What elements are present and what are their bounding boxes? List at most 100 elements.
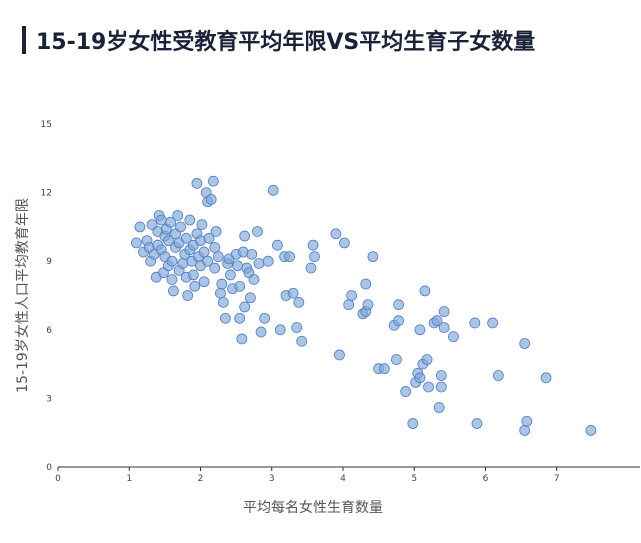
data-point: [431, 315, 443, 327]
data-point: [343, 299, 355, 311]
data-point: [393, 315, 404, 327]
data-point: [471, 418, 483, 429]
chart-title: 15-19岁女性受教育平均年限VS平均生育子女数量: [36, 30, 536, 55]
y-tick-label: 9: [46, 257, 52, 267]
data-point: [414, 324, 426, 336]
data-points: [130, 175, 597, 436]
data-point: [438, 306, 450, 317]
data-point: [165, 216, 176, 228]
data-point: [180, 232, 192, 244]
data-point: [433, 402, 445, 413]
data-point: [585, 425, 597, 436]
data-point: [435, 381, 447, 393]
data-point: [166, 274, 178, 285]
data-point: [202, 255, 214, 267]
data-point: [367, 251, 379, 263]
x-tick-label: 1: [126, 474, 132, 484]
data-point: [232, 260, 243, 272]
data-point: [346, 290, 357, 301]
data-point: [423, 381, 434, 393]
data-point: [309, 251, 320, 263]
data-point: [272, 239, 283, 251]
data-point: [305, 262, 317, 274]
data-point: [244, 292, 256, 304]
x-tick-label: 0: [55, 474, 61, 484]
data-point: [469, 317, 481, 329]
data-point: [205, 194, 217, 205]
data-point: [163, 235, 174, 247]
data-point: [259, 312, 271, 324]
data-point: [334, 349, 345, 361]
axes: [57, 466, 640, 471]
data-point: [291, 322, 303, 333]
y-axis-title: 15-19岁女性人口平均教育年限: [14, 198, 31, 393]
data-point: [234, 280, 246, 292]
data-point: [212, 251, 224, 263]
data-point: [362, 299, 374, 311]
data-point: [236, 333, 248, 345]
x-tick-label: 5: [411, 474, 417, 484]
data-point: [378, 363, 390, 375]
data-point: [187, 269, 199, 281]
data-point: [393, 299, 404, 311]
data-point: [519, 425, 531, 436]
title-accent-bar: [22, 26, 26, 54]
data-point: [175, 221, 186, 233]
data-point: [267, 184, 279, 196]
data-point: [196, 219, 208, 231]
data-point: [255, 326, 267, 338]
x-tick-label: 3: [269, 474, 275, 484]
data-point: [407, 418, 419, 429]
y-tick-label: 0: [46, 463, 52, 473]
data-point: [414, 372, 426, 384]
data-point: [134, 221, 146, 233]
data-point: [274, 324, 286, 336]
axis-labels: 0 1 2 3 4 5 6 703691215平均每名女性生育数量15-19岁女性人口平均教育…: [14, 120, 560, 516]
data-point: [307, 239, 319, 251]
data-point: [239, 301, 251, 313]
data-point: [519, 338, 531, 349]
data-point: [155, 214, 167, 226]
data-point: [191, 178, 203, 189]
data-point: [262, 255, 274, 267]
data-point: [438, 322, 450, 333]
x-tick-label: 7: [554, 474, 560, 484]
data-point: [172, 210, 184, 221]
data-point: [339, 237, 350, 249]
data-point: [216, 278, 228, 290]
data-point: [521, 415, 533, 427]
data-point: [189, 280, 201, 292]
data-point: [203, 232, 215, 244]
data-point: [198, 276, 210, 288]
data-point: [248, 274, 260, 285]
y-tick-label: 3: [46, 394, 52, 404]
data-point: [209, 242, 221, 253]
data-point: [284, 251, 295, 263]
x-tick-label: 2: [198, 474, 204, 484]
data-point: [130, 237, 142, 249]
y-tick-label: 15: [41, 120, 52, 130]
data-point: [239, 230, 251, 242]
x-tick-label: 4: [340, 474, 346, 484]
data-point: [287, 287, 299, 299]
y-tick-label: 12: [41, 189, 52, 199]
data-point: [225, 269, 236, 281]
data-point: [492, 370, 504, 381]
data-point: [220, 312, 231, 324]
data-point: [234, 312, 246, 324]
data-point: [330, 228, 342, 240]
data-point: [210, 226, 222, 237]
data-point: [360, 278, 372, 290]
data-point: [391, 354, 402, 365]
data-point: [182, 290, 194, 301]
data-point: [198, 246, 210, 258]
data-point: [252, 226, 263, 237]
x-tick-label: 6: [483, 474, 489, 484]
data-point: [419, 285, 431, 297]
data-point: [253, 258, 265, 269]
data-point: [217, 296, 229, 308]
data-point: [246, 248, 258, 260]
data-point: [209, 262, 221, 274]
data-point: [487, 317, 499, 329]
